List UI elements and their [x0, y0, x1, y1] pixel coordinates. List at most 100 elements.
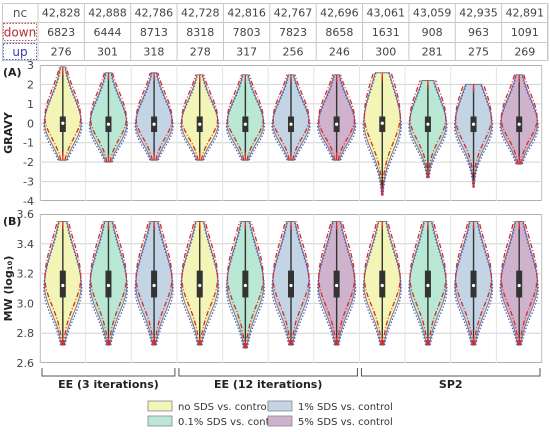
group-bracket	[41, 368, 176, 377]
y-tick-label: 3.4	[17, 238, 35, 251]
y-tick-label: 3.0	[17, 297, 35, 310]
table-cell: 43,059	[413, 7, 452, 20]
up-label-frame	[3, 43, 37, 60]
violin-up-profile	[409, 221, 428, 346]
table-cell: 7823	[279, 26, 307, 39]
violin-up-profile	[245, 221, 264, 349]
table-cell: 6823	[47, 26, 75, 39]
group-label: EE (12 iterations)	[214, 378, 322, 391]
violin-median	[471, 283, 476, 288]
table-cell: 275	[468, 46, 489, 59]
y-tick-label: 2.8	[17, 327, 35, 340]
violin-median	[380, 283, 384, 288]
group-bracket	[178, 368, 358, 377]
table-cell: 7803	[233, 26, 261, 39]
table-cell: 42,767	[274, 7, 313, 20]
violin-up-profile	[64, 66, 82, 161]
y-tick-label: -1	[23, 137, 34, 150]
violin-up-profile	[272, 221, 291, 346]
violin-median	[198, 283, 202, 288]
violin-median	[426, 283, 430, 288]
violin-up-profile	[89, 72, 108, 163]
violin-down-profile	[499, 74, 517, 165]
table-cell: 963	[468, 26, 489, 39]
legend: no SDS vs. control 1% SDS vs. control 0.1%…	[147, 400, 393, 428]
violin-up-profile	[455, 84, 474, 188]
violin-up-profile	[181, 221, 200, 346]
table-cell: 42,816	[227, 7, 266, 20]
violin-up-profile	[135, 221, 154, 346]
violin-down-profile	[180, 74, 198, 161]
table-cell: 42,891	[506, 7, 545, 20]
violin-down-profile	[408, 80, 428, 178]
group-brackets: EE (3 iterations) EE (12 iterations) SP2	[41, 368, 541, 391]
table-cell: 317	[236, 46, 257, 59]
violin-up-profile	[500, 221, 519, 346]
violin-down-profile	[88, 72, 107, 163]
table-row-label-down: down	[4, 26, 36, 40]
down-label-frame	[3, 23, 37, 41]
table-cell: 42,728	[181, 7, 220, 20]
violin-down-profile	[43, 66, 62, 161]
table-row-label-nc: nc	[13, 6, 27, 20]
y-tick-label: -2	[23, 156, 34, 169]
table-cell: 43,061	[366, 7, 405, 20]
violin-up-profile	[89, 221, 109, 346]
legend-label: 5% SDS vs. control	[298, 417, 393, 428]
table-cell: 1091	[511, 26, 539, 39]
violin-down-profile	[110, 72, 129, 163]
table-row-label-up: up	[12, 45, 27, 59]
table-cell: 42,935	[459, 7, 498, 20]
table-cell: 301	[97, 46, 118, 59]
violin-down-profile	[454, 84, 474, 188]
y-tick-label: 0	[27, 117, 34, 130]
panel-label: (A)	[3, 66, 22, 79]
violin-down-profile	[64, 66, 83, 161]
y-tick-label: 1	[27, 98, 34, 111]
violin-down-profile	[292, 74, 311, 161]
violin-up-profile	[226, 221, 246, 349]
violin-down-profile	[271, 74, 290, 161]
legend-label: 1% SDS vs. control	[298, 402, 393, 413]
violin-median	[106, 122, 111, 126]
panel-a-gravy: -4 -3 -2 -1 0 1 2 3 (A) GRAVY	[2, 59, 543, 208]
violin-down-profile	[247, 74, 265, 161]
table-cell: 6444	[94, 26, 122, 39]
violin-up-profile	[473, 221, 493, 346]
violin-median	[517, 283, 521, 288]
violin-median	[335, 122, 339, 126]
table-cell: 276	[51, 46, 72, 59]
violin-median	[106, 283, 111, 288]
violin-down-profile	[201, 74, 220, 161]
violin-down-profile	[473, 84, 494, 188]
violin-down-profile	[338, 74, 357, 161]
table-cell: 8713	[140, 26, 168, 39]
violin-median	[289, 122, 293, 126]
violin-median	[517, 122, 521, 126]
violin-up-profile	[336, 221, 356, 346]
y-tick-label: -3	[23, 176, 34, 189]
table-cell: 8658	[325, 26, 353, 39]
y-tick-label: 3.6	[17, 208, 35, 221]
legend-swatch	[267, 415, 293, 427]
y-tick-label: 2.6	[17, 357, 35, 370]
table-cell: 300	[375, 46, 396, 59]
violin-median	[426, 122, 430, 126]
table-cell: 1631	[372, 26, 400, 39]
table-cell: 256	[283, 46, 304, 59]
group-label: SP2	[439, 378, 463, 391]
violin-up-profile	[318, 221, 337, 346]
table-cell: 246	[329, 46, 350, 59]
legend-swatch	[147, 415, 173, 427]
table-cell: 42,828	[42, 7, 81, 20]
violin-median	[61, 121, 65, 125]
legend-label: no SDS vs. control	[178, 402, 269, 413]
group-label: EE (3 iterations)	[58, 378, 159, 391]
violin-up-profile	[199, 221, 219, 346]
violin-up-profile	[455, 221, 474, 346]
legend-swatch	[147, 400, 173, 412]
panel-b-mw: 2.6 2.8 3.0 3.2 3.4 3.6(B) MW (log₁₀)	[2, 208, 543, 370]
table-cell: 278	[190, 46, 211, 59]
violin-median	[152, 122, 156, 126]
